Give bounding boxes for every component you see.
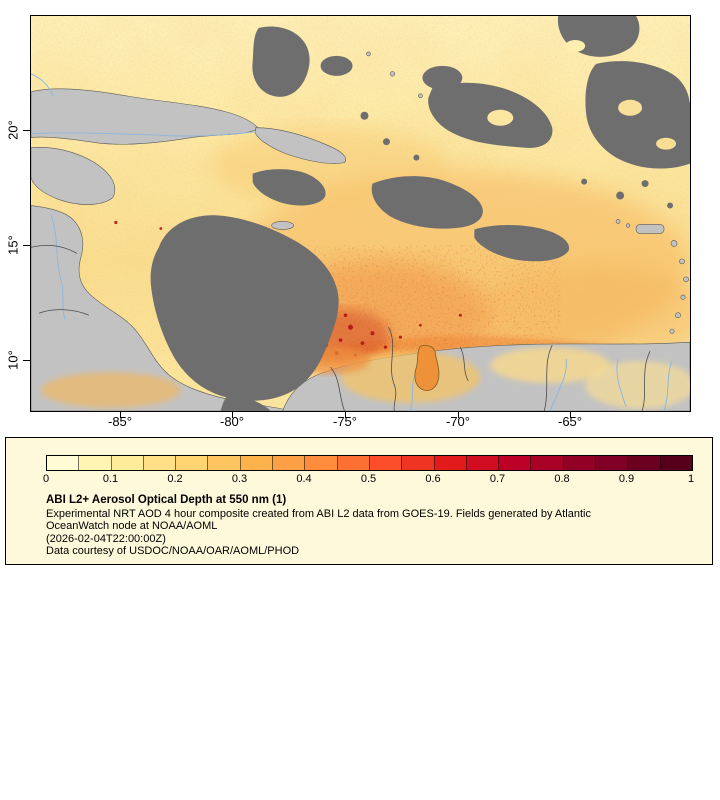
x-axis-tick (570, 411, 571, 418)
colorbar-segment (176, 456, 209, 470)
colorbar-segment (208, 456, 241, 470)
colorbar-segment (111, 456, 144, 470)
aod-map-canvas (31, 16, 690, 411)
colorbar-tick-label: 0.2 (167, 473, 183, 485)
colorbar-segment (434, 456, 467, 470)
y-axis-tick-label: 20° (5, 120, 21, 140)
colorbar-segment (369, 456, 403, 470)
colorbar-tick-label: 0.4 (296, 473, 312, 485)
colorbar-tick-label: 0.7 (489, 473, 506, 485)
colorbar-tick-label: 0 (42, 473, 50, 485)
colorbar-ticks: 0 0.1 0.2 0.3 0.4 0.5 0.6 0.7 0.8 0.9 1 (42, 473, 695, 487)
colorbar-segment (499, 456, 532, 470)
colorbar-segment (337, 456, 370, 470)
legend-description-line2: OceanWatch node at NOAA/AOML (46, 520, 218, 533)
x-axis-tick-label: -80° (220, 414, 244, 429)
colorbar-segment (47, 456, 80, 470)
map-plot-area (30, 15, 691, 412)
legend-panel: 0 0.1 0.2 0.3 0.4 0.5 0.6 0.7 0.8 0.9 1 ABI L2+ Ae… (5, 437, 713, 565)
x-axis-tick-label: -65° (558, 414, 582, 429)
colorbar-segment (596, 456, 629, 470)
colorbar-segment (402, 456, 435, 470)
x-axis-tick (120, 411, 121, 418)
borders-layer (31, 245, 651, 411)
colorbar-tick-label: 1 (687, 473, 695, 485)
y-axis-tick-label: 15° (5, 235, 21, 255)
colorbar-segment (466, 456, 500, 470)
colorbar-segment (563, 456, 597, 470)
y-axis-tick-label: 10° (5, 350, 21, 370)
colorbar-segment (531, 456, 564, 470)
x-axis-tick (232, 411, 233, 418)
y-axis-tick (23, 130, 30, 131)
colorbar-segment (143, 456, 177, 470)
rivers-layer (31, 73, 673, 411)
data-holes-layer (487, 39, 677, 150)
colorbar-tick-label: 0.9 (618, 473, 635, 485)
legend-text-block: ABI L2+ Aerosol Optical Depth at 550 nm … (46, 494, 591, 558)
lake-maracaibo (414, 345, 440, 391)
colorbar-tick-label: 0.5 (360, 473, 377, 485)
x-axis-tick (458, 411, 459, 418)
colorbar-segment (628, 456, 661, 470)
colorbar-segment (79, 456, 112, 470)
x-axis-tick-label: -75° (333, 414, 357, 429)
colorbar-segment (660, 456, 692, 470)
colorbar (46, 455, 693, 471)
colorbar-segment (305, 456, 338, 470)
colorbar-segment (240, 456, 274, 470)
aod-over-land-layer (40, 345, 690, 409)
x-axis-tick (345, 411, 346, 418)
colorbar-tick-label: 0.1 (102, 473, 119, 485)
y-axis-tick (23, 360, 30, 361)
legend-timestamp: (2026-02-04T22:00:00Z) (46, 532, 166, 545)
colorbar-tick-label: 0.3 (231, 473, 248, 485)
colorbar-tick-label: 0.6 (425, 473, 441, 485)
colorbar-segment (273, 456, 306, 470)
colorbar-title: ABI L2+ Aerosol Optical Depth at 550 nm … (46, 494, 287, 506)
x-axis-tick-label: -85° (108, 414, 132, 429)
x-axis-tick-label: -70° (446, 414, 470, 429)
colorbar-tick-label: 0.8 (554, 473, 570, 485)
legend-description-line1: Experimental NRT AOD 4 hour composite cr… (46, 507, 591, 520)
legend-courtesy: Data courtesy of USDOC/NOAA/OAR/AOML/PHO… (46, 545, 300, 558)
y-axis-tick (23, 245, 30, 246)
